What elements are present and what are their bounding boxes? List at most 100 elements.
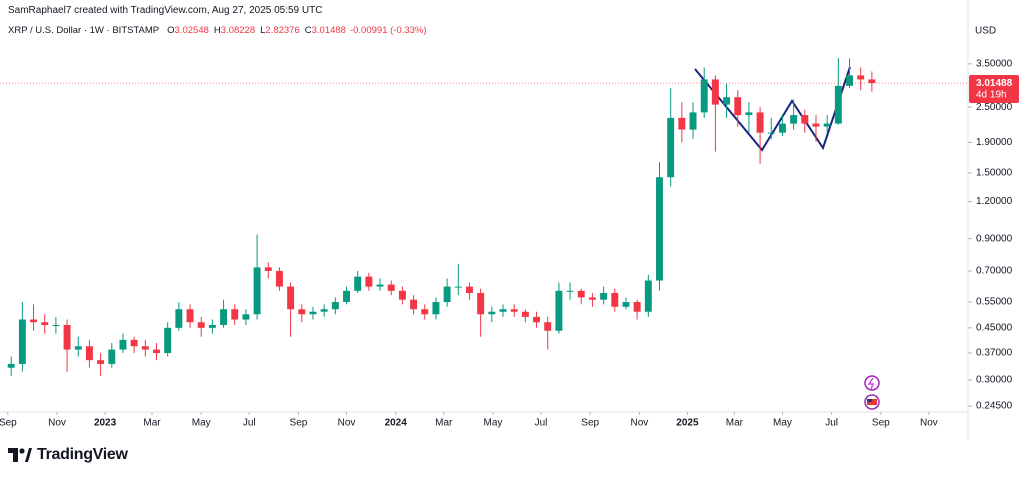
candle-body (197, 322, 205, 328)
y-tick-label: 1.50000 (976, 168, 1013, 179)
y-tick-label: 1.20000 (976, 196, 1013, 207)
candle-body (130, 339, 138, 347)
ohlc-value: 3.02548 (174, 25, 209, 36)
candle-body (510, 309, 518, 312)
y-tick-label: 0.55000 (976, 297, 1013, 308)
candle-body (343, 290, 350, 303)
x-tick-label: Sep (872, 418, 890, 429)
candle-body (533, 316, 541, 323)
candle-body (555, 290, 563, 331)
ohlc-value: 2.82376 (265, 25, 300, 36)
x-tick-label: Mar (143, 418, 161, 429)
x-tick-label: Sep (581, 418, 599, 429)
x-tick-label: Nov (338, 418, 356, 429)
candle-body (745, 112, 753, 116)
change: -0.00991 (-0.33%) (349, 25, 427, 36)
candle-body (85, 346, 93, 361)
ohlc-item: C3.01488 (305, 25, 346, 36)
candle-body (834, 85, 842, 124)
candle-body (611, 292, 619, 307)
candle-body (857, 75, 865, 80)
candle-body (868, 79, 876, 84)
candle-body (432, 302, 440, 315)
ohlc-label: O (167, 25, 175, 36)
x-tick-label: May (773, 418, 792, 429)
candle-body (18, 319, 26, 364)
candle-body (298, 309, 306, 315)
credit: SamRaphael7 created with TradingView.com… (8, 5, 323, 16)
candle-body (790, 115, 798, 124)
candle-body (309, 311, 317, 315)
candle-body (264, 267, 272, 271)
candle-body (846, 75, 853, 86)
candle-body (153, 349, 160, 354)
candle-body (656, 177, 663, 281)
candle-body (253, 267, 261, 315)
legend-row: XRP / U.S. Dollar · 1W · BITSTAMP O3.025… (8, 25, 427, 36)
ohlc-item: L2.82376 (260, 25, 300, 36)
y-tick-label: 1.90000 (976, 137, 1013, 148)
candle-body (633, 302, 641, 312)
candle-body (723, 97, 731, 105)
candle-body (622, 302, 630, 307)
candle-body (7, 363, 15, 368)
ohlc-value: 3.08228 (220, 25, 256, 36)
candle-body (667, 117, 675, 178)
candle-body (275, 270, 283, 287)
candle-body (711, 79, 719, 105)
candle-body (354, 276, 362, 291)
price-tag-label: 3.01488 (976, 78, 1013, 89)
x-tick-label: Jul (825, 418, 838, 429)
x-tick-label: May (192, 418, 211, 429)
candle-body (231, 309, 239, 320)
symbol: XRP / U.S. Dollar · 1W · BITSTAMP (8, 25, 160, 36)
icons (864, 375, 880, 410)
candle-body (141, 346, 149, 350)
candle-body (365, 276, 373, 287)
price-tag (969, 75, 1019, 104)
candle-body (499, 309, 507, 312)
candle-body (588, 297, 596, 300)
candle-body (74, 346, 82, 350)
y-tick-label: 0.45000 (976, 322, 1013, 333)
x-tick-label: 2023 (94, 418, 117, 429)
chart: USD 3.50000 2.50000 1.90000 1.50000 1.20000 0… (0, 0, 1019, 440)
y-tick-label: 0.37000 (976, 348, 1013, 359)
x-tick-label: Sep (290, 418, 308, 429)
ohlc-label: L (260, 25, 266, 36)
candle-body (186, 309, 194, 323)
candle-body (778, 123, 786, 133)
candle-body (376, 284, 384, 287)
candle-body (801, 115, 809, 124)
y-tick-label: 0.70000 (976, 266, 1013, 277)
candle-body (63, 325, 71, 350)
ohlc-label: H (213, 25, 221, 36)
candle-body (812, 123, 820, 127)
x-tick-label: Sep (0, 418, 17, 429)
candle-body (767, 132, 775, 134)
x-tick-label: Mar (726, 418, 744, 429)
candle-body (477, 292, 485, 315)
candle-body (421, 309, 429, 315)
x-tick-label: May (483, 418, 502, 429)
ohlc-item: O3.02548 (167, 25, 209, 36)
candle-body (756, 112, 764, 133)
candle-body (644, 280, 652, 312)
candle-body (689, 112, 697, 130)
logo-text: TradingView (37, 446, 128, 463)
candle-body (678, 117, 686, 130)
y-tick-label: 0.90000 (976, 233, 1013, 244)
candle-body (331, 302, 339, 310)
logo-mark (8, 448, 32, 462)
logo: TradingView (8, 446, 128, 464)
y-tick-label: 3.50000 (976, 58, 1013, 69)
candle-body (566, 290, 574, 292)
candle-body (97, 360, 105, 364)
x-tick-label: Jul (535, 418, 548, 429)
pattern-drawing (694, 66, 851, 152)
candle-body (387, 284, 395, 291)
x-tick-label: 2024 (385, 418, 408, 429)
y-tick-label: 2.50000 (976, 102, 1013, 113)
y-axis-label: USD (975, 26, 996, 37)
